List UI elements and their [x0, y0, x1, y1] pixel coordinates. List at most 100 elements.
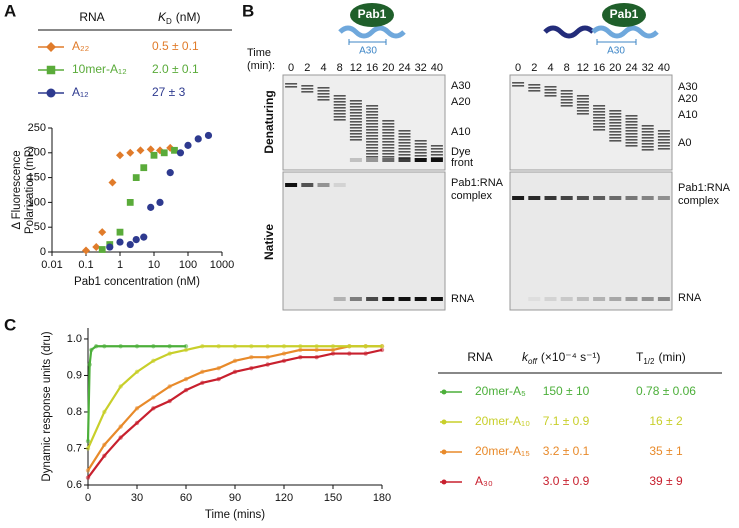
- gel-band: [609, 128, 622, 130]
- y-tick-label: 150: [28, 172, 46, 184]
- gel-band: [333, 110, 346, 112]
- marker: [171, 146, 178, 154]
- pab1-icon: Pab1 A30: [338, 3, 406, 57]
- gel-band: [349, 124, 362, 126]
- gel-band: [544, 196, 557, 200]
- y-tick-label: 250: [28, 122, 46, 134]
- lane-number: 40: [431, 62, 443, 74]
- gel-band: [528, 87, 541, 89]
- x-tick-label: 10: [148, 259, 160, 271]
- x-tick-label: 0: [85, 492, 91, 504]
- gel-band: [576, 110, 589, 112]
- gel-band: [625, 133, 638, 135]
- gel-band: [414, 297, 427, 301]
- gel-band: [593, 196, 606, 200]
- gel-band: [349, 103, 362, 105]
- gel-band: [349, 115, 362, 117]
- x-tick-label: 0.01: [41, 259, 62, 271]
- table-header: T1/2 (min): [636, 350, 686, 366]
- gel-band: [414, 143, 427, 145]
- marker: [116, 238, 124, 246]
- gel-band: [625, 118, 638, 120]
- band-label: Pab1:RNA: [678, 182, 731, 194]
- y-tick-label: 200: [28, 147, 46, 159]
- gel-band: [430, 297, 443, 301]
- thalf-symbol: T: [636, 350, 644, 364]
- y-tick-label: 0.9: [67, 369, 82, 381]
- gel-band: [528, 297, 541, 301]
- gel-band: [382, 135, 395, 137]
- legend-label: 20mer-A₁₀: [475, 414, 530, 428]
- gel-denaturing: [282, 74, 446, 171]
- gel-band: [382, 141, 395, 143]
- y-tick-label: 0: [40, 246, 46, 258]
- marker: [194, 135, 202, 143]
- gel-band: [398, 158, 411, 162]
- lane-number: 20: [382, 62, 394, 74]
- gel-band: [512, 82, 525, 84]
- lane-number: 0: [515, 62, 521, 74]
- lane-number: 12: [577, 62, 589, 74]
- legend-marker: [441, 449, 447, 455]
- y-tick-label: 1.0: [67, 333, 82, 345]
- gel-band: [609, 297, 622, 301]
- gel-band: [398, 130, 411, 132]
- lane-number: 24: [398, 62, 410, 74]
- thalf-unit: (min): [658, 350, 685, 364]
- lane-number: 32: [415, 62, 427, 74]
- gel-band: [544, 92, 557, 94]
- gel-band: [398, 136, 411, 138]
- gel-band: [333, 107, 346, 109]
- kd-value: 27 ± 3: [152, 85, 186, 99]
- gel-band: [382, 150, 395, 152]
- x-tick-label: 30: [131, 492, 143, 504]
- gel-band: [349, 118, 362, 120]
- gel-band: [366, 114, 379, 116]
- gel-band: [366, 129, 379, 131]
- lane-number: 4: [320, 62, 326, 74]
- lane-number: 8: [337, 62, 343, 74]
- gel-band: [333, 119, 346, 121]
- gel-band: [349, 127, 362, 129]
- gel-band: [560, 297, 573, 301]
- lane-number: 4: [547, 62, 553, 74]
- gel-band: [414, 146, 427, 148]
- band-label: A20: [678, 93, 698, 105]
- gel-band: [349, 100, 362, 102]
- pab1-icon: Pab1 A30: [543, 3, 659, 57]
- table-header: KD (nM): [158, 10, 200, 26]
- legend-marker: [441, 479, 447, 485]
- marker: [126, 148, 135, 157]
- gel-band: [657, 139, 670, 141]
- marker: [98, 246, 106, 253]
- gel-band: [641, 125, 654, 127]
- gel-band: [641, 149, 654, 151]
- gel-band: [333, 98, 346, 100]
- gel-band: [285, 183, 298, 187]
- legend-marker: [441, 389, 447, 395]
- gel-band: [609, 119, 622, 121]
- lane-number: 16: [366, 62, 378, 74]
- table-header: RNA: [79, 10, 104, 24]
- gel-band: [366, 144, 379, 146]
- gel-band: [576, 101, 589, 103]
- kd-value: 2.0 ± 0.1: [152, 62, 199, 76]
- legend-label: 20mer-A₅: [475, 384, 526, 398]
- gel-band: [641, 137, 654, 139]
- gel-band: [512, 85, 525, 87]
- gel-band: [576, 113, 589, 115]
- gel-row-label: Denaturing: [262, 90, 276, 153]
- gel-band: [349, 133, 362, 135]
- x-axis-label: Pab1 concentration (nM): [74, 276, 200, 288]
- gel-band: [544, 86, 557, 88]
- gel-band: [333, 116, 346, 118]
- panel-label: C: [4, 315, 16, 334]
- gel-band: [382, 158, 395, 162]
- band-label: A20: [451, 96, 471, 108]
- gel-band: [382, 132, 395, 134]
- gel-band: [560, 96, 573, 98]
- kd-value: 0.5 ± 0.1: [152, 39, 199, 53]
- y-tick-label: 0.6: [67, 479, 82, 491]
- x-tick-label: 1: [117, 259, 123, 271]
- thalf-value: 16 ± 2: [649, 414, 683, 428]
